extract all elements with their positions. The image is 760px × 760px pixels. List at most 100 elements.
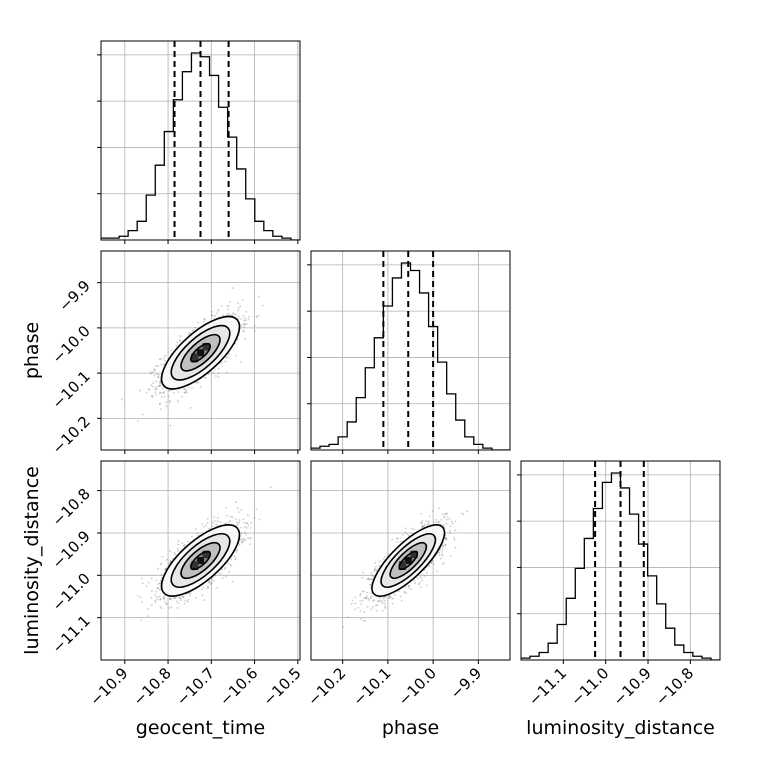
scatter-point	[168, 598, 171, 601]
scatter-point	[261, 304, 264, 307]
scatter-point	[235, 551, 238, 553]
core-cell	[191, 561, 199, 569]
scatter-point	[222, 314, 225, 317]
scatter-point	[441, 550, 444, 553]
scatter-point	[361, 590, 364, 593]
core-cell	[191, 353, 199, 361]
scatter-point	[217, 368, 220, 370]
scatter-point	[350, 602, 353, 605]
scatter-point	[157, 587, 160, 590]
scatter-point	[156, 373, 159, 376]
scatter-point	[240, 526, 243, 529]
scatter-point	[239, 539, 242, 542]
scatter-point	[221, 576, 224, 579]
scatter-point	[167, 395, 170, 398]
scatter-point	[185, 388, 188, 391]
scatter-point	[158, 582, 161, 585]
scatter-point	[160, 396, 163, 398]
scatter-point	[361, 576, 364, 579]
scatter-point	[147, 388, 150, 391]
scatter-point	[389, 595, 392, 598]
scatter-point	[426, 571, 428, 574]
scatter-point	[237, 302, 240, 305]
scatter-point	[237, 315, 240, 318]
scatter-point	[229, 515, 232, 518]
scatter-point	[241, 532, 243, 535]
scatter-point	[141, 600, 144, 603]
scatter-point	[177, 602, 180, 605]
scatter-point	[445, 537, 447, 540]
scatter-point	[176, 547, 179, 550]
scatter-point	[364, 620, 367, 622]
scatter-point	[155, 386, 158, 389]
scatter-point	[156, 598, 159, 601]
contour-1	[389, 541, 428, 580]
scatter-point	[212, 372, 215, 375]
scatter-point	[170, 606, 173, 609]
scatter-point	[155, 380, 158, 383]
scatter-point	[155, 393, 157, 396]
scatter-point	[416, 577, 419, 580]
scatter-point	[442, 545, 445, 548]
scatter-point	[220, 305, 223, 308]
scatter-point	[431, 510, 434, 513]
scatter-point	[226, 371, 228, 374]
scatter-point	[202, 525, 205, 528]
x-axis-title-phase: phase	[382, 717, 439, 739]
scatter-point	[194, 326, 196, 329]
scatter-point	[423, 568, 426, 571]
hist-panel-geocent_time	[97, 40, 301, 241]
scatter-point	[164, 355, 166, 357]
scatter-point	[207, 581, 210, 583]
scatter-point	[249, 527, 252, 529]
scatter-point	[163, 595, 165, 597]
scatter-point	[371, 600, 374, 603]
scatter-point	[159, 408, 162, 411]
scatter-point	[150, 384, 153, 386]
scatter-point	[436, 570, 439, 573]
scatter-point	[241, 298, 244, 301]
x-tick-label: −10.2	[304, 664, 349, 709]
scatter-point	[447, 516, 449, 519]
scatter-point	[179, 335, 182, 337]
scatter-point	[164, 359, 166, 362]
scatter-point	[168, 607, 171, 609]
scatter-point	[216, 586, 219, 589]
scatter-point	[163, 363, 166, 366]
scatter-point	[445, 538, 448, 540]
scatter-point	[454, 520, 457, 523]
density-core	[191, 550, 210, 570]
scatter-point	[365, 596, 368, 599]
scatter-point	[440, 518, 442, 521]
x-tick-label: −10.5	[259, 664, 304, 709]
scatter-point	[176, 400, 179, 403]
scatter-point	[446, 518, 448, 521]
scatter-point	[401, 534, 404, 536]
scatter-point	[157, 587, 159, 590]
core-cell	[202, 550, 210, 558]
scatter-point	[160, 573, 163, 576]
scatter-point	[213, 519, 216, 522]
scatter-point	[453, 537, 455, 539]
scatter-point	[444, 536, 447, 539]
scatter-point	[227, 562, 230, 565]
scatter-point	[220, 361, 223, 364]
scatter-point	[206, 522, 209, 524]
scatter-point	[203, 317, 206, 320]
scatter-point	[362, 571, 365, 574]
scatter-point	[245, 522, 248, 524]
scatter-point	[379, 597, 382, 600]
scatter-point	[250, 536, 252, 539]
scatter-point	[201, 588, 203, 591]
scatter-point	[151, 371, 154, 374]
scatter-point	[240, 318, 243, 320]
scatter-point	[231, 580, 234, 583]
scatter-point	[236, 507, 239, 510]
scatter-point	[227, 312, 230, 315]
scatter-point	[154, 594, 157, 597]
scatter-panel-geocent_time-phase	[100, 250, 301, 451]
scatter-point	[441, 563, 444, 566]
scatter-point	[431, 560, 434, 563]
scatter-point	[208, 582, 211, 584]
scatter-panel-phase-luminosity_distance	[310, 460, 511, 661]
